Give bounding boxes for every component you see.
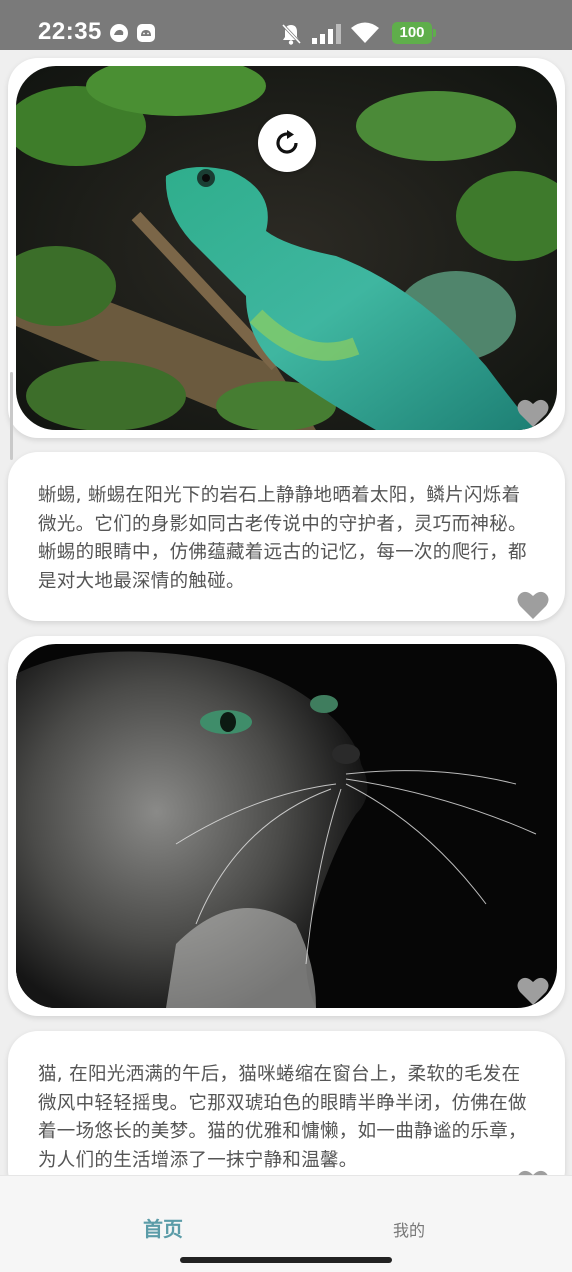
android-icon [137, 24, 155, 42]
app-notification-icon [110, 24, 128, 42]
feed-list[interactable]: 蜥蜴, 蜥蜴在阳光下的岩石上静静地晒着太阳，鳞片闪烁着微光。它们的身影如同古老传… [0, 50, 572, 1175]
bell-off-icon [281, 23, 302, 45]
tab-mine[interactable]: 我的 [392, 1221, 425, 1240]
status-time: 22:35 [38, 18, 102, 45]
battery-icon: 100 [392, 22, 436, 44]
bottom-nav: 首页 我的 [0, 1175, 572, 1272]
lizard-text-card[interactable]: 蜥蜴, 蜥蜴在阳光下的岩石上静静地晒着太阳，鳞片闪烁着微光。它们的身影如同古老传… [8, 452, 565, 621]
refresh-button[interactable] [258, 114, 316, 172]
heart-icon[interactable] [517, 976, 549, 1006]
tab-home[interactable]: 首页 [143, 1217, 183, 1241]
wifi-icon [351, 22, 379, 43]
home-indicator[interactable] [180, 1257, 392, 1263]
lizard-description: 蜥蜴, 蜥蜴在阳光下的岩石上静静地晒着太阳，鳞片闪烁着微光。它们的身影如同古老传… [38, 485, 527, 592]
signal-icon [312, 24, 341, 44]
cat-photo[interactable] [16, 644, 557, 1008]
cat-image [16, 644, 557, 1008]
lizard-image-card[interactable] [8, 58, 565, 438]
heart-icon[interactable] [517, 1169, 549, 1175]
cat-text-card[interactable]: 猫, 在阳光洒满的午后，猫咪蜷缩在窗台上，柔软的毛发在微风中轻轻摇曳。它那双琥珀… [8, 1031, 565, 1175]
status-bar: 22:35 100 [0, 0, 572, 50]
lizard-photo[interactable] [16, 66, 557, 430]
heart-icon[interactable] [517, 398, 549, 428]
status-icons: 100 [272, 0, 572, 50]
scrollbar[interactable] [10, 372, 13, 460]
heart-icon[interactable] [517, 590, 549, 620]
cat-description: 猫, 在阳光洒满的午后，猫咪蜷缩在窗台上，柔软的毛发在微风中轻轻摇曳。它那双琥珀… [38, 1064, 527, 1171]
cat-image-card[interactable] [8, 636, 565, 1016]
refresh-icon [276, 130, 298, 154]
